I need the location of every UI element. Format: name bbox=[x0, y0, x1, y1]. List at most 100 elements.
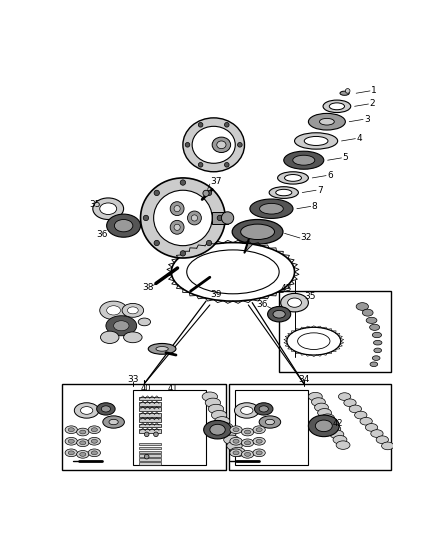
Bar bbox=[139, 413, 161, 417]
Circle shape bbox=[170, 220, 184, 234]
Ellipse shape bbox=[273, 310, 285, 318]
Ellipse shape bbox=[241, 439, 254, 447]
Circle shape bbox=[154, 240, 159, 246]
Bar bbox=[62, 384, 226, 470]
Ellipse shape bbox=[253, 438, 265, 445]
Ellipse shape bbox=[372, 332, 381, 338]
Ellipse shape bbox=[187, 250, 279, 294]
Ellipse shape bbox=[240, 407, 253, 414]
Ellipse shape bbox=[321, 414, 335, 422]
Ellipse shape bbox=[304, 136, 328, 146]
Circle shape bbox=[143, 215, 148, 221]
Circle shape bbox=[198, 123, 203, 127]
Ellipse shape bbox=[97, 403, 115, 415]
Text: 3: 3 bbox=[364, 115, 370, 124]
Bar bbox=[139, 418, 161, 422]
Ellipse shape bbox=[362, 309, 373, 316]
Ellipse shape bbox=[68, 451, 74, 455]
Ellipse shape bbox=[339, 393, 351, 400]
Ellipse shape bbox=[330, 430, 344, 439]
Ellipse shape bbox=[230, 449, 242, 457]
Text: 42: 42 bbox=[333, 419, 343, 428]
Ellipse shape bbox=[88, 438, 100, 445]
Ellipse shape bbox=[65, 449, 78, 457]
Text: 4: 4 bbox=[356, 134, 362, 143]
Circle shape bbox=[198, 163, 203, 167]
Ellipse shape bbox=[366, 317, 377, 324]
Ellipse shape bbox=[68, 428, 74, 432]
Ellipse shape bbox=[230, 426, 242, 433]
Circle shape bbox=[217, 215, 223, 221]
Circle shape bbox=[191, 215, 198, 221]
Bar bbox=[235, 390, 308, 465]
Text: 36: 36 bbox=[256, 301, 268, 310]
Ellipse shape bbox=[284, 151, 324, 169]
Ellipse shape bbox=[372, 356, 380, 360]
Ellipse shape bbox=[333, 435, 347, 444]
Ellipse shape bbox=[370, 362, 378, 367]
Ellipse shape bbox=[77, 428, 89, 436]
Ellipse shape bbox=[233, 439, 239, 443]
Text: 40: 40 bbox=[141, 384, 151, 393]
Text: 35: 35 bbox=[304, 292, 315, 301]
Ellipse shape bbox=[254, 403, 273, 415]
Ellipse shape bbox=[276, 189, 292, 196]
Ellipse shape bbox=[315, 420, 332, 432]
Ellipse shape bbox=[269, 187, 298, 198]
Ellipse shape bbox=[208, 405, 224, 414]
Circle shape bbox=[154, 190, 159, 196]
Bar bbox=[139, 402, 161, 406]
Ellipse shape bbox=[101, 406, 110, 412]
Ellipse shape bbox=[287, 327, 341, 355]
Circle shape bbox=[170, 201, 184, 215]
Ellipse shape bbox=[298, 333, 330, 350]
Circle shape bbox=[206, 190, 212, 196]
Ellipse shape bbox=[285, 174, 301, 181]
Ellipse shape bbox=[217, 141, 226, 149]
Ellipse shape bbox=[91, 428, 97, 432]
Ellipse shape bbox=[80, 453, 86, 456]
Ellipse shape bbox=[241, 450, 254, 458]
Ellipse shape bbox=[91, 451, 97, 455]
Ellipse shape bbox=[256, 451, 262, 455]
Ellipse shape bbox=[124, 332, 142, 343]
Ellipse shape bbox=[233, 451, 239, 455]
Bar bbox=[139, 458, 161, 461]
Ellipse shape bbox=[260, 204, 283, 214]
Ellipse shape bbox=[114, 220, 133, 232]
Text: 6: 6 bbox=[327, 171, 332, 180]
Ellipse shape bbox=[294, 133, 338, 149]
Circle shape bbox=[180, 251, 186, 256]
Ellipse shape bbox=[324, 419, 338, 428]
Ellipse shape bbox=[122, 303, 144, 317]
Ellipse shape bbox=[202, 392, 218, 401]
Ellipse shape bbox=[250, 199, 293, 219]
Circle shape bbox=[187, 211, 201, 225]
Ellipse shape bbox=[221, 429, 236, 438]
Ellipse shape bbox=[240, 224, 275, 239]
Text: 7: 7 bbox=[317, 185, 323, 195]
Ellipse shape bbox=[230, 438, 242, 445]
Bar bbox=[139, 424, 161, 427]
Ellipse shape bbox=[91, 439, 97, 443]
Bar bbox=[139, 443, 161, 446]
Ellipse shape bbox=[244, 441, 251, 445]
Ellipse shape bbox=[268, 306, 291, 322]
Ellipse shape bbox=[259, 406, 268, 412]
Ellipse shape bbox=[183, 118, 244, 172]
Ellipse shape bbox=[256, 428, 262, 432]
Ellipse shape bbox=[127, 307, 138, 314]
Ellipse shape bbox=[156, 346, 168, 351]
Ellipse shape bbox=[109, 419, 118, 425]
Ellipse shape bbox=[100, 331, 119, 343]
Bar bbox=[212, 212, 228, 224]
Ellipse shape bbox=[171, 243, 294, 301]
Text: 34: 34 bbox=[298, 375, 310, 384]
Ellipse shape bbox=[154, 190, 212, 246]
Ellipse shape bbox=[318, 408, 332, 417]
Ellipse shape bbox=[106, 316, 137, 336]
Ellipse shape bbox=[148, 343, 176, 354]
Ellipse shape bbox=[349, 405, 361, 413]
Ellipse shape bbox=[356, 303, 368, 310]
Text: 5: 5 bbox=[342, 154, 348, 163]
